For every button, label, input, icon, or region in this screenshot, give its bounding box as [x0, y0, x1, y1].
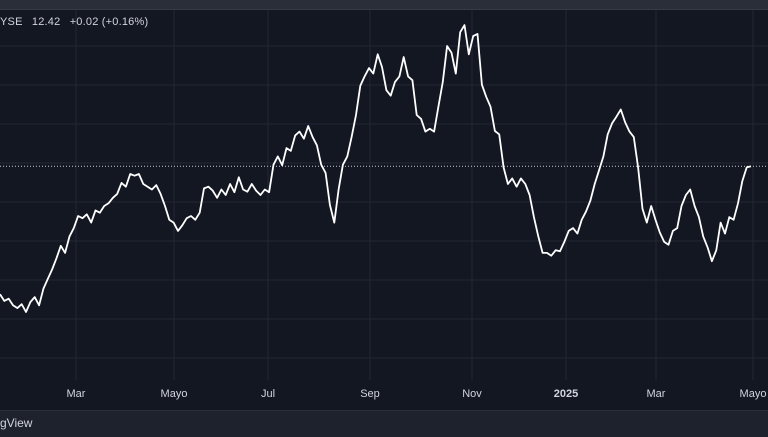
- exchange-label: YSE: [0, 16, 23, 28]
- bottom-bar: gView: [0, 410, 768, 437]
- time-axis[interactable]: Mar Mayo Jul Sep Nov 2025 Mar Mayo: [0, 380, 768, 410]
- time-axis-labels: Mar Mayo Jul Sep Nov 2025 Mar Mayo: [67, 388, 767, 400]
- top-toolbar: [0, 0, 768, 10]
- symbol-legend: YSE 12.42 +0.02 (+0.16%): [0, 16, 154, 28]
- brand-logo-text: gView: [0, 416, 33, 430]
- x-tick-label: Jul: [261, 388, 275, 400]
- plot-area[interactable]: [0, 10, 768, 380]
- price-chart[interactable]: [0, 10, 768, 380]
- x-tick-label: Sep: [360, 388, 380, 400]
- price-series-line: [0, 24, 752, 313]
- price-change: +0.02 (+0.16%): [69, 16, 149, 28]
- last-price: 12.42: [31, 16, 61, 28]
- x-tick-label: Mayo: [161, 388, 188, 400]
- x-tick-label: Mar: [67, 388, 86, 400]
- x-tick-label: 2025: [554, 388, 578, 400]
- x-tick-label: Mar: [647, 388, 666, 400]
- x-tick-label: Mayo: [740, 388, 767, 400]
- x-tick-label: Nov: [462, 388, 482, 400]
